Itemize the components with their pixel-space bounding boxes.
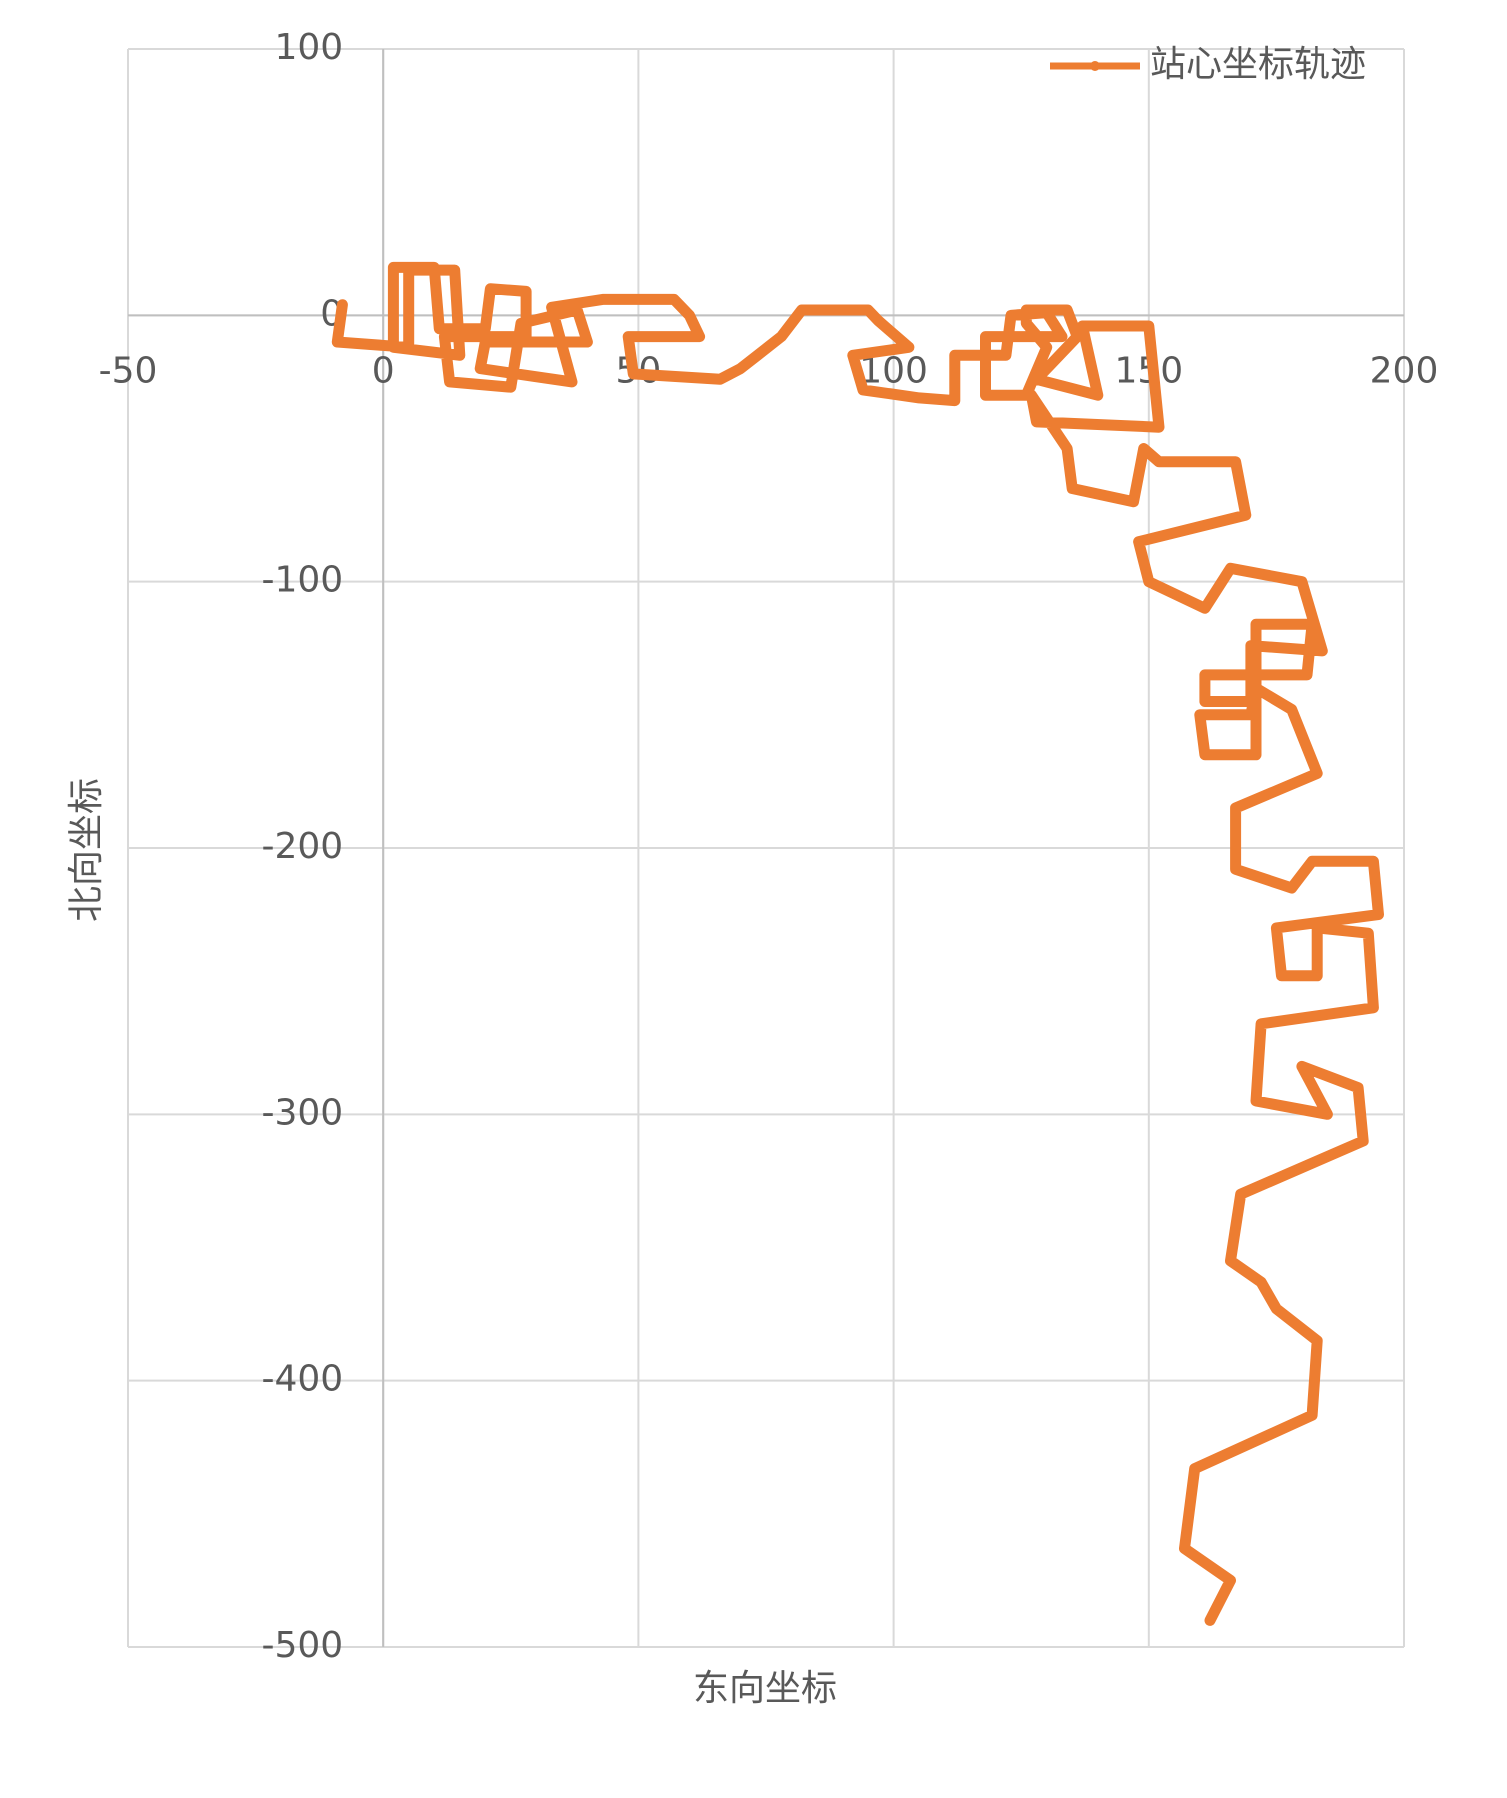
trajectory-line	[331, 261, 1384, 1626]
x-tick-label: 200	[1370, 350, 1439, 391]
legend-marker	[1090, 61, 1100, 71]
y-tick-label: -100	[261, 560, 343, 601]
y-tick-label: -400	[261, 1359, 343, 1400]
y-tick-label: 100	[274, 27, 343, 68]
x-tick-label: -50	[99, 350, 158, 391]
y-tick-label: -200	[261, 826, 343, 867]
x-tick-label: 0	[372, 350, 395, 391]
legend-label: 站心坐标轨迹	[1150, 44, 1366, 85]
y-axis-title: 北向坐标	[66, 778, 107, 922]
y-tick-label: -300	[261, 1092, 343, 1133]
y-tick-label: -500	[261, 1625, 343, 1666]
x-axis-title: 东向坐标	[693, 1668, 837, 1709]
